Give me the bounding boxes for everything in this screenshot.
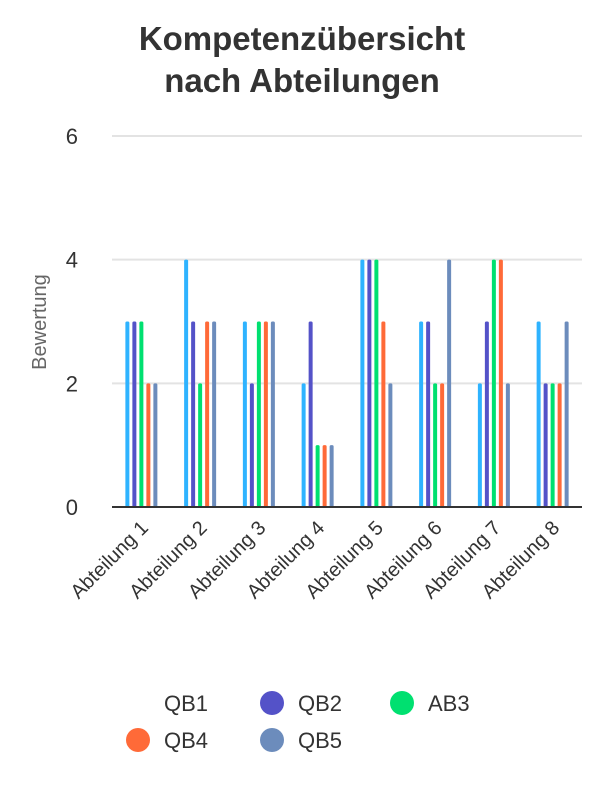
chart-title-line-1: Kompetenzübersicht [139, 20, 465, 57]
legend-marker-icon [126, 691, 150, 715]
bar-qb4-8[interactable] [557, 383, 562, 507]
bar-qb5-8[interactable] [564, 321, 569, 508]
legend-marker-icon [260, 728, 284, 752]
bar-qb4-7[interactable] [498, 259, 503, 507]
legend-item-qb4[interactable]: QB4 [126, 728, 208, 753]
y-tick-label: 6 [66, 124, 78, 149]
bar-qb2-7[interactable] [484, 321, 489, 508]
legend-item-ab3[interactable]: AB3 [390, 691, 470, 716]
bar-qb2-8[interactable] [543, 383, 548, 507]
bar-qb2-1[interactable] [132, 321, 137, 508]
chart-title-line-2: nach Abteilungen [164, 62, 440, 99]
bar-qb4-2[interactable] [205, 321, 210, 508]
y-tick-label: 0 [66, 495, 78, 520]
y-axis-label: Bewertung [29, 274, 51, 370]
bar-qb5-6[interactable] [447, 259, 452, 507]
bar-ab3-5[interactable] [374, 259, 379, 507]
bar-ab3-8[interactable] [550, 383, 555, 507]
legend-marker-icon [260, 691, 284, 715]
bar-qb1-8[interactable] [536, 321, 541, 508]
legend-marker-icon [390, 691, 414, 715]
bar-ab3-4[interactable] [315, 445, 320, 507]
bar-qb5-1[interactable] [153, 383, 158, 507]
legend-item-qb2[interactable]: QB2 [260, 691, 342, 716]
y-tick-label: 2 [66, 371, 78, 396]
legend-item-qb1[interactable]: QB1 [126, 691, 208, 716]
bar-qb5-2[interactable] [212, 321, 217, 508]
legend-label: QB4 [164, 728, 208, 753]
bar-qb5-7[interactable] [505, 383, 510, 507]
bar-qb4-1[interactable] [146, 383, 151, 507]
bar-qb1-4[interactable] [301, 383, 306, 507]
bar-qb2-4[interactable] [308, 321, 313, 508]
legend-marker-icon [126, 728, 150, 752]
bar-qb5-3[interactable] [270, 321, 275, 508]
bar-qb5-5[interactable] [388, 383, 393, 507]
bar-qb2-3[interactable] [249, 383, 254, 507]
bar-ab3-3[interactable] [256, 321, 261, 508]
bar-ab3-1[interactable] [139, 321, 144, 508]
bar-ab3-7[interactable] [491, 259, 496, 507]
bar-qb1-5[interactable] [360, 259, 365, 507]
y-tick-label: 4 [66, 248, 78, 273]
bar-qb1-3[interactable] [242, 321, 247, 508]
bar-qb4-5[interactable] [381, 321, 386, 508]
bar-qb2-6[interactable] [426, 321, 431, 508]
bar-qb1-6[interactable] [419, 321, 424, 508]
bar-qb4-3[interactable] [263, 321, 268, 508]
bar-qb1-2[interactable] [184, 259, 189, 507]
bar-qb1-7[interactable] [477, 383, 482, 507]
bar-qb4-4[interactable] [322, 445, 327, 507]
bar-qb1-1[interactable] [125, 321, 130, 508]
legend-label: QB1 [164, 691, 208, 716]
legend-label: AB3 [428, 691, 470, 716]
legend-label: QB2 [298, 691, 342, 716]
bar-ab3-6[interactable] [433, 383, 438, 507]
bar-ab3-2[interactable] [198, 383, 203, 507]
bar-qb5-4[interactable] [329, 445, 334, 507]
legend-item-qb5[interactable]: QB5 [260, 728, 342, 753]
bar-qb2-2[interactable] [191, 321, 196, 508]
bar-qb2-5[interactable] [367, 259, 372, 507]
legend-label: QB5 [298, 728, 342, 753]
bar-qb4-6[interactable] [440, 383, 445, 507]
